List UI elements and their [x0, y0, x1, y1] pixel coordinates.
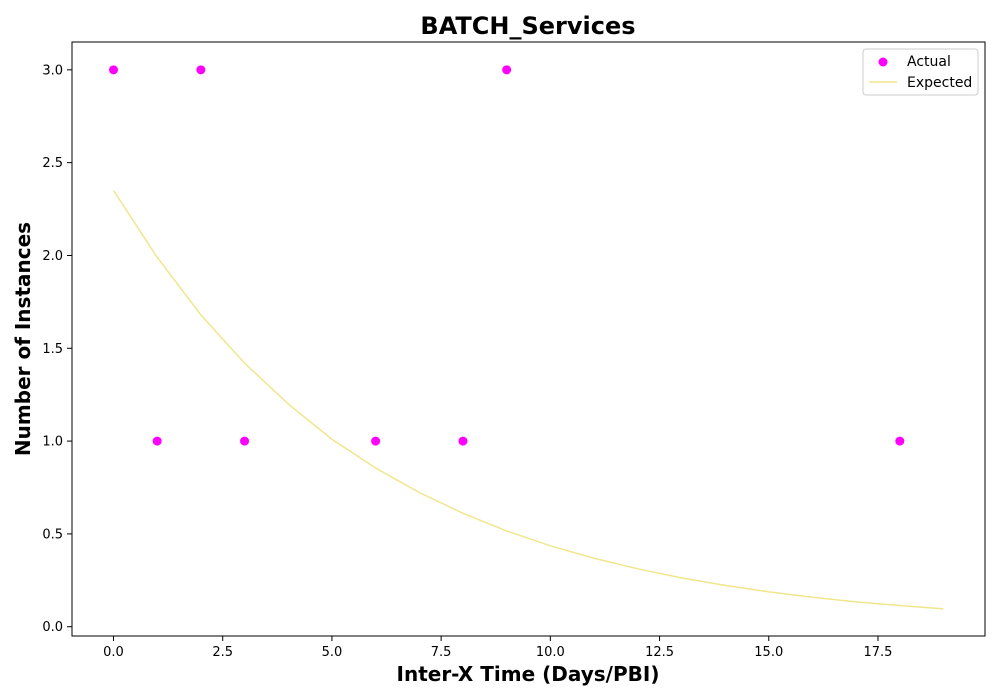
- x-tick-label: 7.5: [431, 645, 452, 660]
- series-line-expected: [112, 190, 944, 610]
- y-tick-label: 1.0: [42, 435, 63, 450]
- x-tick-label: 2.5: [212, 645, 233, 660]
- y-tick-label: 0.0: [42, 620, 63, 635]
- y-tick-label: 2.5: [42, 156, 63, 171]
- plot-area: [109, 65, 944, 610]
- data-point-actual: [458, 436, 468, 446]
- data-point-actual: [371, 436, 381, 446]
- x-tick-label: 0.0: [103, 645, 124, 660]
- data-point-actual: [240, 436, 250, 446]
- data-point-actual: [196, 65, 206, 75]
- x-tick-label: 15.0: [754, 645, 783, 660]
- y-tick-label: 1.5: [42, 342, 63, 357]
- y-tick-label: 3.0: [42, 63, 63, 78]
- legend-label-expected: Expected: [907, 75, 972, 91]
- legend-box: [862, 48, 979, 96]
- x-tick-label: 5.0: [322, 645, 343, 660]
- chart-title: BATCH_Services: [420, 12, 635, 40]
- x-axis: 0.0 2.5 5.0 7.5 10.0 12.5 15.0 17.5: [103, 636, 892, 660]
- data-point-actual: [895, 436, 905, 446]
- x-tick-label: 17.5: [863, 645, 892, 660]
- x-tick-label: 10.0: [536, 645, 565, 660]
- legend-label-actual: Actual: [907, 54, 951, 70]
- data-point-actual: [502, 65, 512, 75]
- legend-marker-actual: [878, 57, 888, 67]
- legend: Actual Expected: [862, 48, 979, 96]
- x-tick-label: 12.5: [645, 645, 674, 660]
- y-axis-label: Number of Instances: [11, 222, 35, 456]
- x-axis-label: Inter-X Time (Days/PBI): [397, 662, 660, 686]
- data-point-actual: [109, 65, 118, 75]
- y-axis: 0.0 0.5 1.0 1.5 2.0 2.5 3.0: [42, 63, 72, 635]
- y-tick-label: 0.5: [42, 527, 63, 542]
- y-tick-label: 2.0: [42, 249, 63, 264]
- data-point-actual: [152, 436, 162, 446]
- plot-frame: [71, 41, 986, 637]
